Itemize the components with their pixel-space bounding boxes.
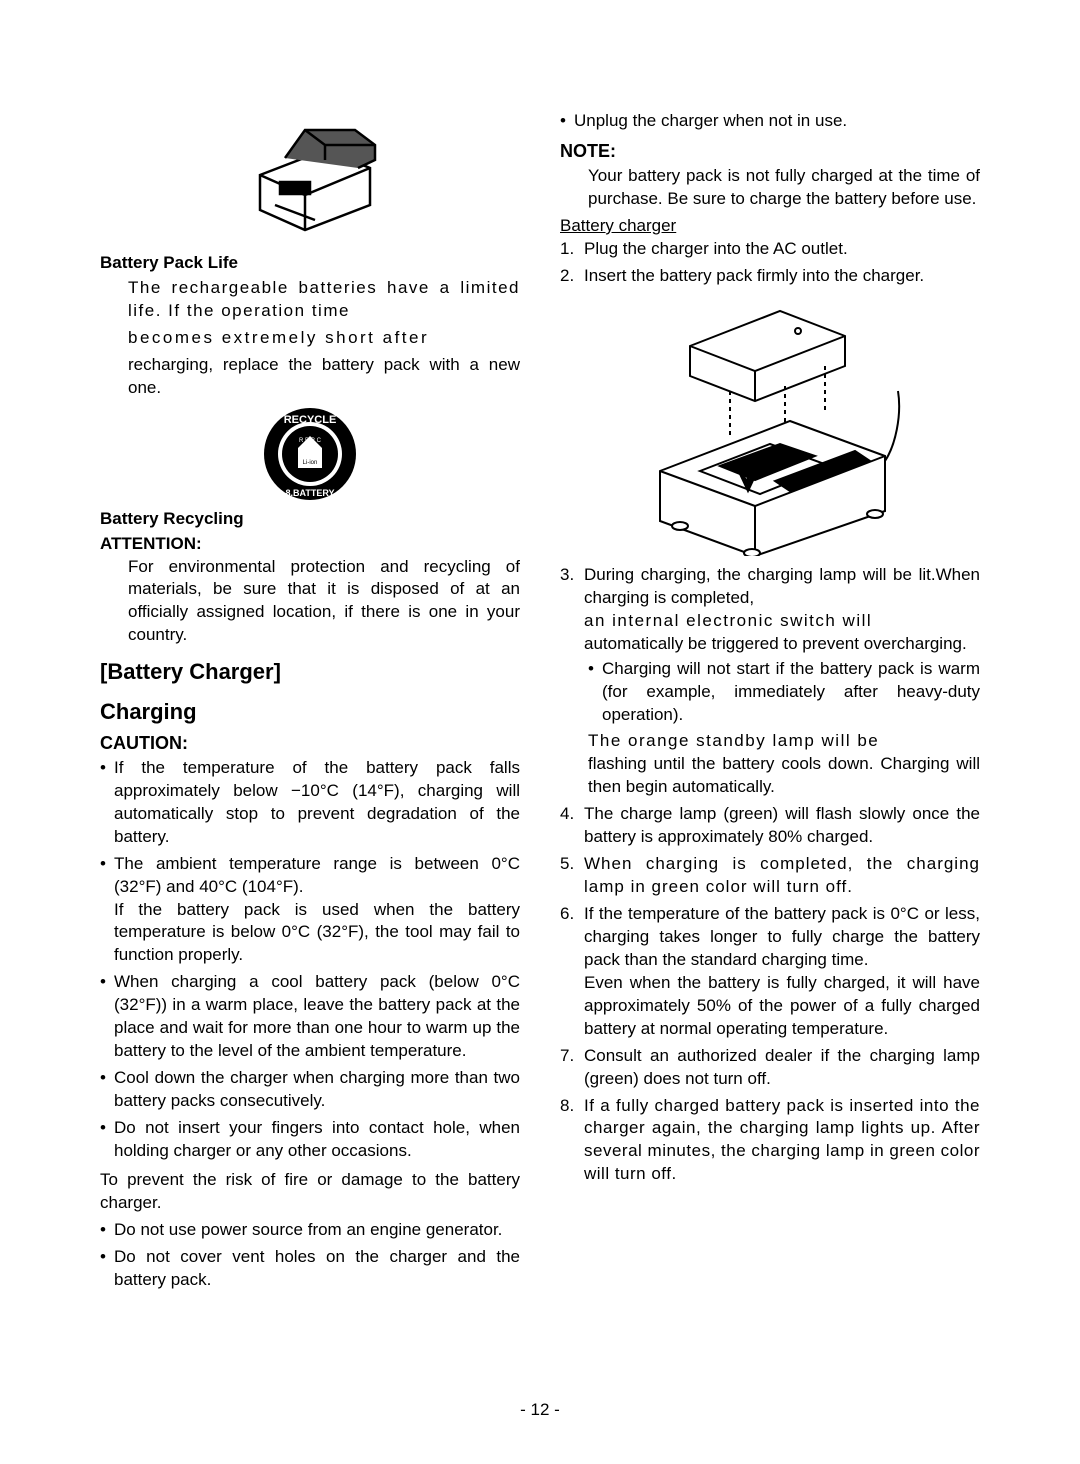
step-item: 5.When charging is completed, the chargi… <box>584 853 980 899</box>
fire-risk-text: To prevent the risk of fire or damage to… <box>100 1169 520 1215</box>
attention-heading: ATTENTION: <box>100 533 520 556</box>
charging-heading: Charging <box>100 697 520 727</box>
battery-recycling-heading: Battery Recycling <box>100 508 520 531</box>
caution-heading: CAUTION: <box>100 731 520 755</box>
battery-life-text: recharging, replace the battery pack wit… <box>128 354 520 400</box>
battery-life-text: The rechargeable batteries have a limite… <box>128 277 520 323</box>
note-heading: NOTE: <box>560 139 980 163</box>
recycling-text: For environmental protection and recycli… <box>100 556 520 648</box>
battery-pack-life-heading: Battery Pack Life <box>100 252 520 275</box>
step-item: 4.The charge lamp (green) will flash slo… <box>584 803 980 849</box>
note-text: Your battery pack is not fully charged a… <box>560 165 980 211</box>
unplug-item: Unplug the charger when not in use. <box>574 110 980 133</box>
step-item: 3. During charging, the charging lamp wi… <box>584 564 980 799</box>
svg-text:Li-ion: Li-ion <box>303 460 318 466</box>
caution-item: The ambient temperature range is between… <box>114 853 520 968</box>
battery-pack-icon <box>230 110 390 240</box>
battery-charger-section: [Battery Charger] <box>100 657 520 687</box>
page-number: - 12 - <box>0 1400 1080 1420</box>
step-item: 2.Insert the battery pack firmly into th… <box>584 265 980 288</box>
caution-item: Cool down the charger when charging more… <box>114 1067 520 1113</box>
rbrc-recycle-icon: RECYCLE 8.BATTERY R B R C Li-ion <box>262 406 358 502</box>
caution-item: If the temperature of the battery pack f… <box>114 757 520 849</box>
svg-text:RECYCLE: RECYCLE <box>284 414 337 426</box>
fire-item: Do not use power source from an engine g… <box>114 1219 520 1242</box>
caution-item: When charging a cool battery pack (below… <box>114 971 520 1063</box>
battery-charger-label: Battery charger <box>560 215 980 238</box>
battery-life-text: becomes extremely short after <box>128 327 520 350</box>
step-item: 1.Plug the charger into the AC outlet. <box>584 238 980 261</box>
caution-item: Do not insert your fingers into contact … <box>114 1117 520 1163</box>
svg-text:8.BATTERY: 8.BATTERY <box>285 488 334 498</box>
charger-diagram-icon <box>630 296 910 556</box>
step-item: 7.Consult an authorized dealer if the ch… <box>584 1045 980 1091</box>
step-item: 6. If the temperature of the battery pac… <box>584 903 980 1041</box>
fire-item: Do not cover vent holes on the charger a… <box>114 1246 520 1292</box>
svg-text:R B R C: R B R C <box>299 438 322 444</box>
step-item: 8.If a fully charged battery pack is ins… <box>584 1095 980 1187</box>
sub-step: Charging will not start if the battery p… <box>602 658 980 727</box>
